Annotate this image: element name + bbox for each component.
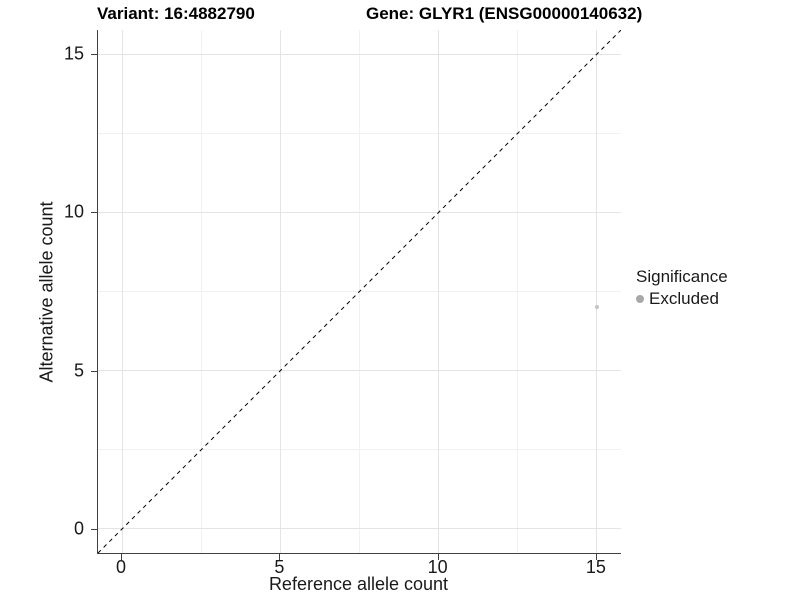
gridline-y-minor [98, 449, 621, 451]
data-point [594, 305, 599, 310]
x-tick-label: 5 [274, 557, 285, 577]
y-tick-mark [91, 528, 97, 530]
gridline-y-major [98, 528, 621, 530]
gridline-x-major [121, 30, 123, 553]
y-tick-mark [91, 54, 97, 56]
x-tick-mark [121, 554, 123, 560]
gridline-y-major [98, 211, 621, 213]
y-tick-label: 5 [73, 360, 84, 381]
x-tick-mark [437, 554, 439, 560]
gridline-x-major [279, 30, 281, 553]
gene-title: Gene: GLYR1 (ENSG00000140632) [366, 4, 643, 23]
x-tick-label: 10 [427, 557, 448, 577]
x-tick-label: 15 [585, 557, 606, 577]
y-axis-title: Alternative allele count [36, 201, 57, 383]
legend-entry-excluded: Excluded [636, 289, 728, 309]
identity-reference-line [98, 30, 621, 553]
x-tick-label: 0 [116, 557, 127, 577]
gridline-y-minor [98, 132, 621, 134]
x-tick-mark [279, 554, 281, 560]
x-tick-mark [595, 554, 597, 560]
y-tick-mark [91, 370, 97, 372]
y-tick-mark [91, 212, 97, 214]
legend-key-dot [636, 295, 644, 303]
variant-title: Variant: 16:4882790 [97, 4, 255, 23]
x-axis-title: Reference allele count [268, 574, 449, 594]
legend-title: Significance [636, 267, 728, 286]
legend-entry-label: Excluded [649, 289, 719, 308]
y-tick-label: 10 [63, 201, 84, 222]
legend: Significance Excluded [636, 266, 728, 309]
y-tick-label: 0 [73, 518, 84, 539]
gridline-x-major [438, 30, 440, 553]
plot-panel [97, 30, 621, 554]
gridline-y-major [98, 370, 621, 372]
gridline-x-major [596, 30, 598, 553]
gridline-y-major [98, 53, 621, 55]
y-tick-label: 15 [63, 43, 84, 64]
